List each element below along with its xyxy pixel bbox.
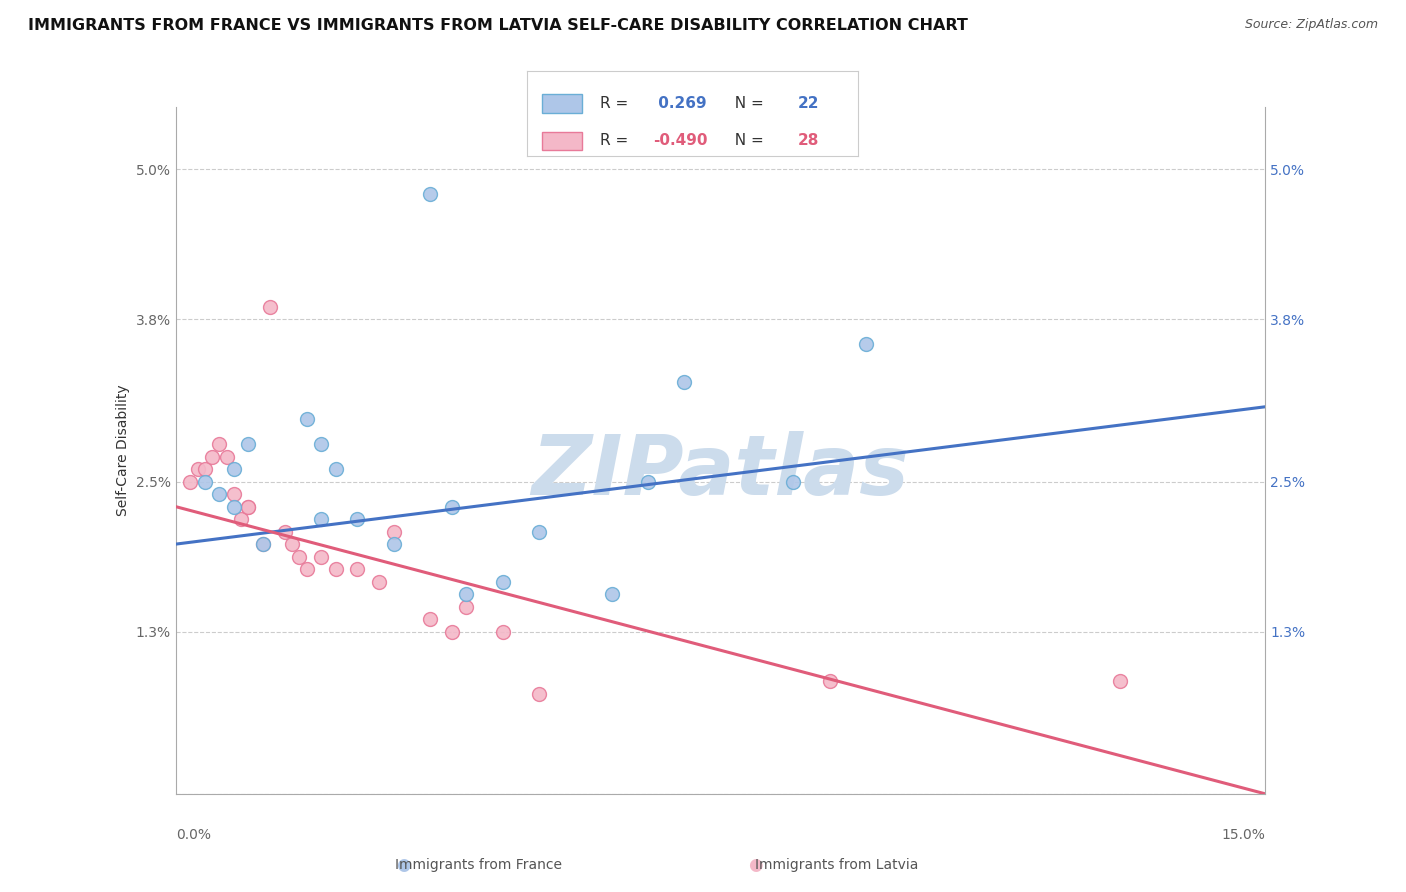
Text: N =: N = [725,133,769,148]
Point [194,475,217,489]
Bar [543,95,582,113]
Point [382,537,405,551]
Point [382,524,405,539]
Text: 22: 22 [799,96,820,112]
Point [252,537,274,551]
Y-axis label: Self-Care Disability: Self-Care Disability [117,384,131,516]
Point [673,375,696,389]
Point [818,674,841,689]
Text: Source: ZipAtlas.com: Source: ZipAtlas.com [1244,18,1378,31]
Point [456,587,478,601]
Text: ●: ● [396,856,411,874]
Bar [543,131,582,150]
Text: 15.0%: 15.0% [1222,828,1265,842]
Point [440,624,463,639]
Point [259,300,281,314]
Point [238,500,260,514]
Point [231,512,253,526]
Text: N =: N = [725,96,769,112]
Point [527,524,550,539]
Point [346,562,368,576]
Point [222,500,245,514]
Text: Immigrants from Latvia: Immigrants from Latvia [755,858,918,872]
Point [208,487,231,501]
Point [456,599,478,614]
Text: R =: R = [600,133,633,148]
Point [527,687,550,701]
Point [346,512,368,526]
Point [368,574,391,589]
Point [194,462,217,476]
Point [215,450,238,464]
Text: Immigrants from France: Immigrants from France [395,858,561,872]
Point [309,512,332,526]
Point [208,437,231,451]
Point [201,450,224,464]
Point [222,487,245,501]
Text: ●: ● [748,856,762,874]
Point [637,475,659,489]
Text: IMMIGRANTS FROM FRANCE VS IMMIGRANTS FROM LATVIA SELF-CARE DISABILITY CORRELATIO: IMMIGRANTS FROM FRANCE VS IMMIGRANTS FRO… [28,18,967,33]
Point [492,624,515,639]
Point [179,475,201,489]
Point [281,537,304,551]
Text: 0.269: 0.269 [652,96,706,112]
Point [440,500,463,514]
Point [288,549,311,564]
Point [419,187,441,202]
Text: -0.490: -0.490 [652,133,707,148]
Text: 0.0%: 0.0% [176,828,211,842]
Point [238,437,260,451]
Point [782,475,804,489]
Point [855,337,877,351]
Point [419,612,441,626]
Point [325,462,347,476]
Point [186,462,209,476]
Text: R =: R = [600,96,633,112]
Point [492,574,515,589]
Point [309,549,332,564]
Point [252,537,274,551]
Point [222,462,245,476]
Point [309,437,332,451]
Point [600,587,623,601]
Point [295,412,318,426]
Point [238,500,260,514]
Text: 28: 28 [799,133,820,148]
Point [325,562,347,576]
Point [1109,674,1132,689]
Point [274,524,297,539]
Point [295,562,318,576]
Text: ZIPatlas: ZIPatlas [531,431,910,512]
